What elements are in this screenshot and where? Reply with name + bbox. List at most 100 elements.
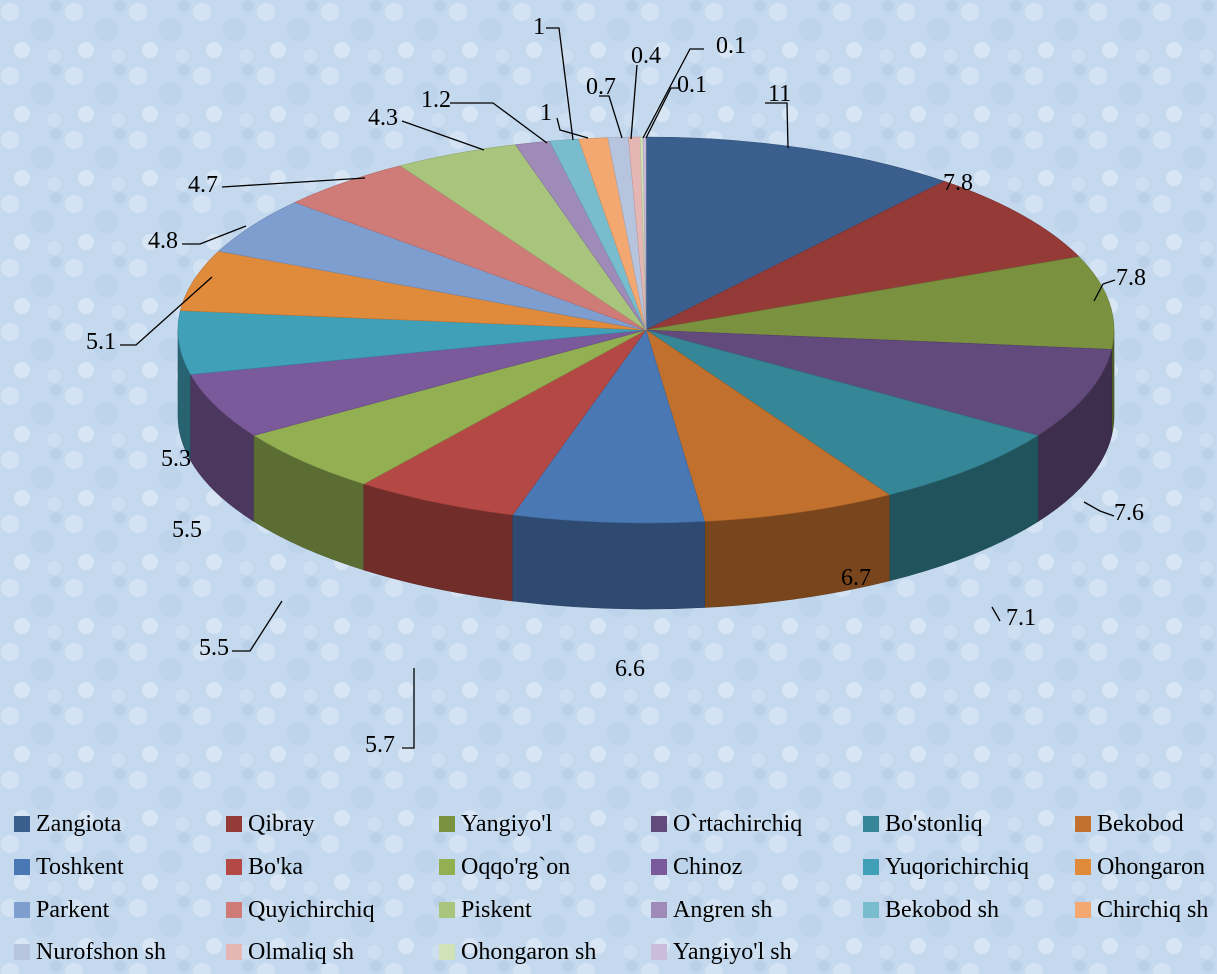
data-label-3: 7.6 [1114, 500, 1144, 526]
legend-item: Oqqo'rg`on [439, 852, 570, 882]
data-label-10: 5.3 [161, 446, 191, 472]
data-label-20: 0.1 [716, 33, 746, 59]
legend-item: Yangiyo'l sh [651, 937, 792, 967]
data-label-15: 1.2 [421, 87, 451, 113]
legend-item: Quyichirchiq [226, 895, 375, 925]
leader-lines [120, 27, 1116, 749]
legend-item: Bekobod sh [863, 895, 999, 925]
data-label-16: 1 [533, 14, 545, 40]
legend-swatch [863, 902, 879, 918]
leader-line-7 [402, 668, 415, 749]
legend-item: O`rtachirchiq [651, 809, 802, 839]
data-label-0: 11 [768, 81, 791, 107]
slice-side-6 [512, 514, 705, 610]
leader-line-8 [232, 600, 283, 652]
pie-slice-6 [512, 329, 706, 524]
leader-line-15 [450, 102, 548, 144]
legend-item: Nurofshon sh [14, 937, 166, 967]
legend-swatch [651, 859, 667, 875]
legend-item: Yangiyo'l [439, 809, 552, 839]
leader-line-12 [182, 225, 247, 245]
pie-sides [177, 329, 1115, 610]
legend-swatch [14, 859, 30, 875]
legend-swatch [863, 859, 879, 875]
legend-swatch [226, 859, 242, 875]
leader-line-20 [642, 48, 704, 139]
legend-swatch [226, 902, 242, 918]
legend-swatch [226, 944, 242, 960]
legend-item: Chirchiq sh [1075, 895, 1208, 925]
data-label-14: 4.3 [368, 105, 398, 131]
data-label-1: 7.8 [943, 170, 973, 196]
legend-item: Toshkent [14, 852, 124, 882]
leader-line-14 [401, 120, 485, 151]
legend-swatch [14, 902, 30, 918]
data-labels: 117.87.87.67.16.76.65.75.55.55.35.14.84.… [86, 14, 1146, 758]
legend-label: Oqqo'rg`on [461, 853, 571, 880]
legend-label: Parkent [36, 896, 110, 923]
legend-swatch [439, 816, 455, 832]
legend-item: Angren sh [651, 895, 772, 925]
legend-item: Olmaliq sh [226, 937, 354, 967]
legend-swatch [651, 944, 667, 960]
data-label-11: 5.1 [86, 329, 116, 355]
legend-item: Piskent [439, 895, 532, 925]
leader-line-21 [645, 87, 680, 139]
legend-swatch [651, 816, 667, 832]
data-label-6: 6.6 [615, 656, 645, 682]
leader-line-17 [556, 117, 589, 139]
leader-line-18 [599, 95, 623, 139]
pie-slice-1 [645, 180, 1080, 331]
legend-label: O`rtachirchiq [673, 810, 803, 837]
legend-item: Bekobod [1075, 809, 1184, 839]
pie-slice-5 [645, 329, 890, 522]
legend-label: Nurofshon sh [36, 938, 166, 965]
legend-swatch [439, 944, 455, 960]
legend-label: Yuqorichirchiq [885, 853, 1029, 880]
pie-slice-7 [363, 329, 647, 516]
legend-label: Qibray [248, 810, 315, 837]
legend-swatch [14, 816, 30, 832]
leader-line-0 [765, 102, 789, 149]
leader-line-4 [991, 606, 1001, 622]
data-label-8: 5.5 [199, 635, 229, 661]
pie-chart: 117.87.87.67.16.76.65.75.55.55.35.14.84.… [86, 14, 1146, 758]
legend-label: Yangiyo'l sh [673, 938, 792, 965]
legend-item: Ohongaron [1075, 852, 1205, 882]
leader-line-16 [546, 27, 574, 141]
legend-item: Parkent [14, 895, 109, 925]
pie-slices [177, 136, 1115, 524]
legend-label: Bekobod sh [885, 896, 999, 923]
data-label-18: 0.7 [586, 74, 616, 100]
legend-item: Ohongaron sh [439, 937, 596, 967]
data-label-4: 7.1 [1006, 605, 1036, 631]
pie-slice-3 [645, 329, 1113, 436]
legend-item: Bo'stonliq [863, 809, 983, 839]
pie-slice-10 [177, 310, 647, 375]
legend-item: Chinoz [651, 852, 742, 882]
pie-slice-11 [179, 250, 647, 331]
legend-item: Yuqorichirchiq [863, 852, 1029, 882]
pie-slice-9 [190, 329, 647, 436]
data-label-7: 5.7 [365, 732, 395, 758]
data-label-12: 4.8 [148, 228, 178, 254]
legend-label: Bo'stonliq [885, 810, 983, 837]
legend-label: Chinoz [673, 853, 743, 880]
leader-line-13 [221, 177, 366, 188]
leader-line-19 [630, 64, 638, 140]
legend-label: Toshkent [36, 853, 124, 880]
legend-swatch [1075, 902, 1091, 918]
legend-label: Ohongaron [1097, 853, 1205, 880]
legend-swatch [863, 816, 879, 832]
legend-item: Zangiota [14, 809, 121, 839]
legend-item: Bo'ka [226, 852, 303, 882]
pie-slice-2 [645, 256, 1115, 350]
legend-label: Ohongaron sh [461, 938, 597, 965]
legend-label: Zangiota [36, 810, 122, 837]
legend-swatch [651, 902, 667, 918]
data-label-13: 4.7 [188, 172, 218, 198]
legend: Zangiota Qibray Yangiyo'l O`rtachirchiq Bo's… [0, 805, 1217, 974]
legend-swatch [439, 859, 455, 875]
legend-label: Quyichirchiq [248, 896, 375, 923]
pie-slice-4 [645, 329, 1039, 496]
